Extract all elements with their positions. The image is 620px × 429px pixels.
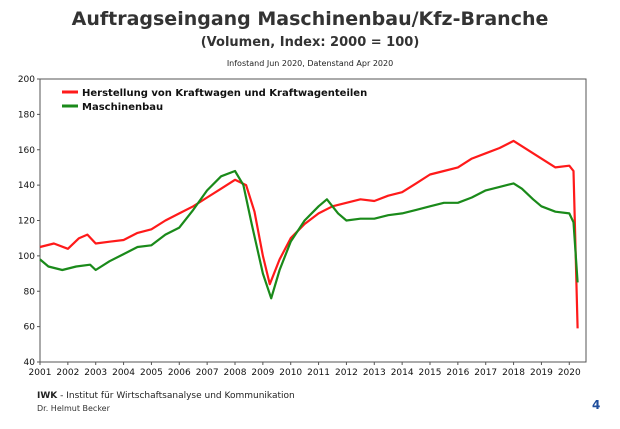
footer-author: Dr. Helmut Becker [37, 404, 110, 413]
series-lines [39, 139, 579, 329]
x-tick-label: 2018 [502, 368, 525, 378]
footer-org-name: - Institut für Wirtschaftsanalyse und Ko… [57, 391, 295, 401]
x-tick-label: 2009 [251, 368, 274, 378]
series-line-1 [39, 169, 579, 300]
x-tick-label: 2017 [474, 368, 497, 378]
page-number: 4 [592, 398, 601, 412]
x-tick-label: 2020 [558, 368, 581, 378]
x-tick-label: 2015 [419, 368, 442, 378]
x-tick-label: 2014 [391, 368, 414, 378]
footer-org-abbr: IWK [37, 391, 58, 401]
axes [39, 78, 587, 363]
x-tick-label: 2002 [56, 368, 79, 378]
chart-title: Auftragseingang Maschinenbau/Kfz-Branche [71, 8, 549, 30]
info-line: Infostand Jun 2020, Datenstand Apr 2020 [226, 59, 394, 68]
x-tick-label: 2008 [224, 368, 247, 378]
plot-frame [39, 78, 587, 363]
legend-label-0: Herstellung von Kraftwagen und Kraftwage… [82, 88, 367, 99]
y-tick-label: 180 [18, 110, 35, 120]
x-tick-label: 2005 [140, 368, 163, 378]
x-tick-label: 2004 [112, 368, 135, 378]
y-tick-label: 100 [18, 252, 35, 262]
y-tick-label: 200 [18, 75, 35, 85]
y-tick-label: 80 [24, 287, 36, 297]
y-tick-label: 140 [18, 181, 35, 191]
x-tick-label: 2013 [363, 368, 386, 378]
chart-subtitle: (Volumen, Index: 2000 = 100) [200, 35, 420, 50]
legend: Herstellung von Kraftwagen und Kraftwage… [62, 88, 367, 113]
y-tick-label: 120 [18, 217, 35, 227]
x-tick-label: 2003 [84, 368, 107, 378]
x-tick-label: 2012 [335, 368, 358, 378]
footer-institute: IWK - Institut für Wirtschaftsanalyse un… [37, 391, 295, 401]
legend-label-1: Maschinenbau [82, 102, 163, 113]
x-tick-label: 2011 [307, 368, 330, 378]
y-axis-ticks: 40 60 80 100 120 140 160 180 200 [18, 75, 40, 368]
x-tick-label: 2019 [530, 368, 553, 378]
x-tick-label: 2010 [279, 368, 302, 378]
x-tick-label: 2016 [446, 368, 469, 378]
x-tick-label: 2006 [168, 368, 191, 378]
y-tick-label: 40 [24, 358, 36, 368]
y-tick-label: 60 [24, 323, 36, 333]
x-tick-label: 2001 [29, 368, 52, 378]
y-tick-label: 160 [18, 146, 35, 156]
x-axis-ticks: 2001 2002 2003 2004 2005 2006 2007 2008 2009 2010… [29, 362, 581, 378]
series-line-0 [39, 139, 579, 329]
x-tick-label: 2007 [196, 368, 219, 378]
